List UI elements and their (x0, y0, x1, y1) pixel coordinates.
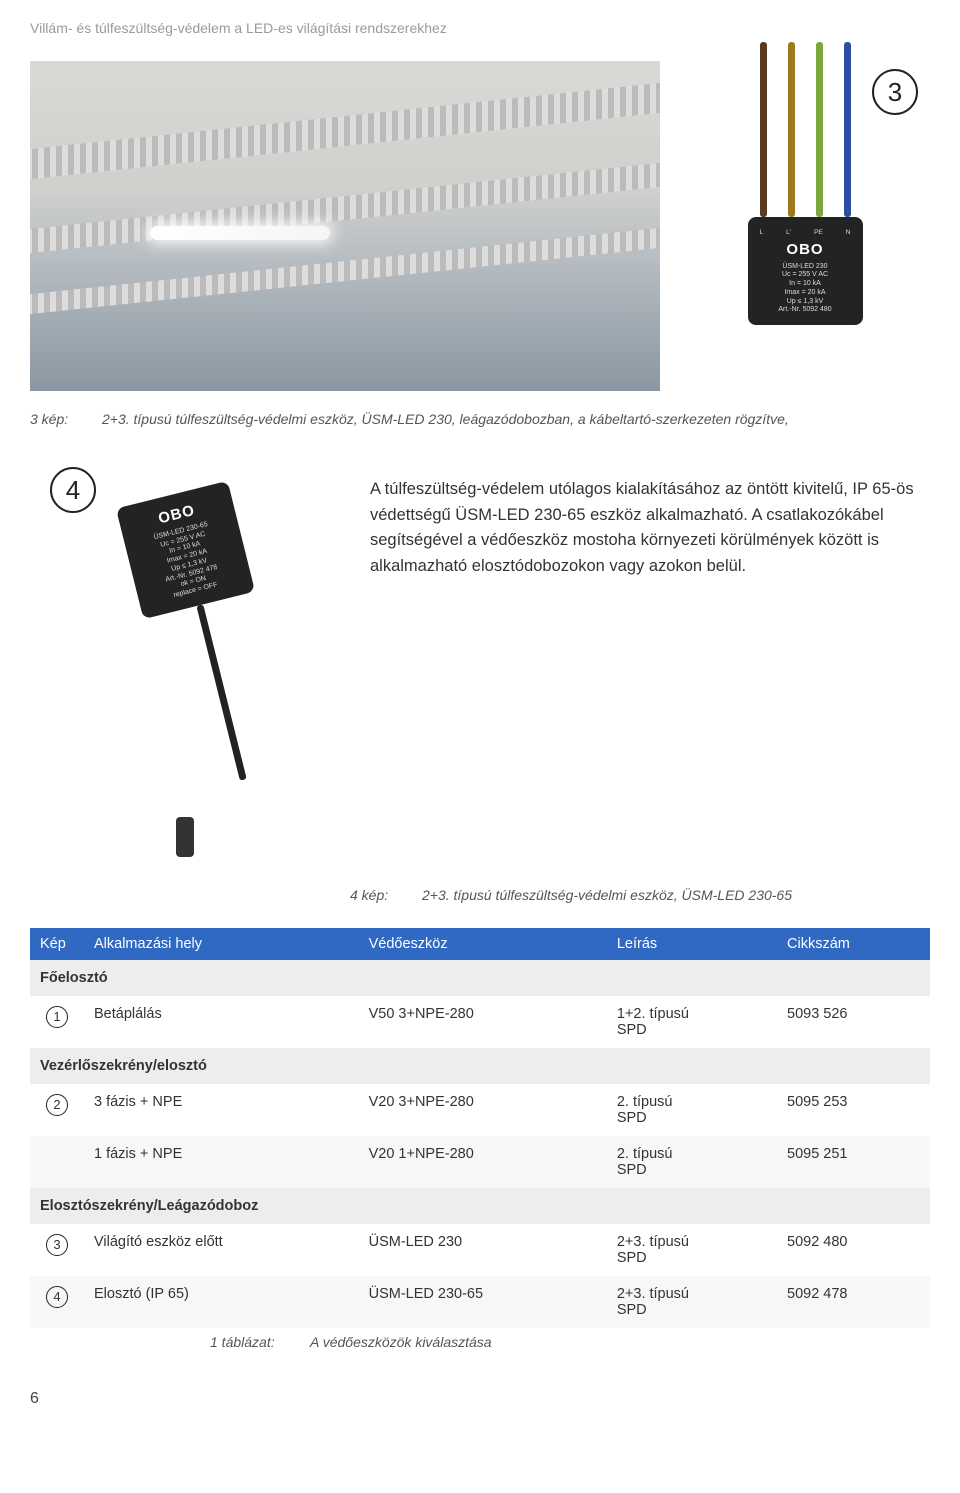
table-row: 1 fázis + NPEV20 1+NPE-2802. típusú SPD5… (30, 1136, 930, 1188)
spec-line: Up ≤ 1,3 kV (756, 298, 855, 307)
cell-cikkszam: 5092 480 (777, 1224, 930, 1276)
terminal-label: L' (786, 229, 791, 237)
table-row: 1 BetáplálásV50 3+NPE-2801+2. típusú SPD5… (30, 996, 930, 1048)
hero-device-3: 3 L L' PE N OBO ÜSM-LED 230 Uc = 255 V ACIn… (680, 61, 930, 391)
table-caption-label: 1 táblázat: (210, 1334, 310, 1350)
cell-leiras: 1+2. típusú SPD (607, 996, 777, 1048)
led-lamp-icon (150, 226, 330, 240)
badge-3: 3 (872, 69, 918, 115)
cell-vedoeszkoz: ÜSM-LED 230-65 (359, 1276, 607, 1328)
wire-icon (844, 42, 851, 217)
cell-alkalmazasi-hely: 3 fázis + NPE (84, 1084, 359, 1136)
row-number-badge: 3 (46, 1234, 68, 1256)
table-section-header: Vezérlőszekrény/elosztó (30, 1048, 930, 1084)
page-number: 6 (30, 1390, 930, 1408)
table-caption-text: A védőeszközök kiválasztása (310, 1334, 492, 1350)
spec-line: Uc = 255 V AC (756, 271, 855, 280)
caption-4-text: 2+3. típusú túlfeszültség-védelmi eszköz… (422, 887, 930, 903)
caption-4-label: 4 kép: (350, 887, 422, 903)
table-header-cell: Kép (30, 928, 84, 960)
hero-photo (30, 61, 660, 391)
hero-row: 3 L L' PE N OBO ÜSM-LED 230 Uc = 255 V ACIn… (30, 61, 930, 391)
table-header-cell: Leírás (607, 928, 777, 960)
cell-cikkszam: 5093 526 (777, 996, 930, 1048)
row-number-badge: 4 (46, 1286, 68, 1308)
terminal-label: PE (814, 229, 823, 237)
cell-vedoeszkoz: V50 3+NPE-280 (359, 996, 607, 1048)
spd-table: KépAlkalmazási helyVédőeszközLeírásCikks… (30, 928, 930, 1328)
table-row: 2 3 fázis + NPEV20 3+NPE-2802. típusú SPD… (30, 1084, 930, 1136)
caption-3-text: 2+3. típusú túlfeszültség-védelmi eszköz… (102, 411, 789, 427)
cable-icon (195, 604, 245, 780)
wire-icon (788, 42, 795, 217)
cell-cikkszam: 5095 251 (777, 1136, 930, 1188)
cell-leiras: 2+3. típusú SPD (607, 1224, 777, 1276)
badge-4: 4 (50, 467, 96, 513)
plug-icon (176, 817, 194, 857)
caption-4: 4 kép: 2+3. típusú túlfeszültség-védelmi… (30, 887, 930, 903)
cell-alkalmazasi-hely: 1 fázis + NPE (84, 1136, 359, 1188)
wire-icon (760, 42, 767, 217)
cell-alkalmazasi-hely: Világító eszköz előtt (84, 1224, 359, 1276)
row-number-badge: 1 (46, 1006, 68, 1028)
table-section-header: Főelosztó (30, 960, 930, 996)
brand-label: OBO (756, 241, 855, 260)
cell-kep (30, 1136, 84, 1188)
cell-cikkszam: 5095 253 (777, 1084, 930, 1136)
row-number-badge: 2 (46, 1094, 68, 1116)
device-usm-led-230: L L' PE N OBO ÜSM-LED 230 Uc = 255 V ACIn =… (748, 217, 863, 325)
model-label: ÜSM-LED 230 (756, 263, 855, 272)
table-row: 3 Világító eszköz előttÜSM-LED 2302+3. tí… (30, 1224, 930, 1276)
mid-row: 4 OBO ÜSM-LED 230-65 Uc = 255 V ACIn = 1… (30, 457, 930, 857)
device-specs: Uc = 255 V ACIn = 10 kAImax = 20 kAUp ≤ … (756, 271, 855, 315)
cell-leiras: 2. típusú SPD (607, 1136, 777, 1188)
terminal-label: N (846, 229, 851, 237)
table-caption: 1 táblázat: A védőeszközök kiválasztása (30, 1334, 930, 1350)
cell-vedoeszkoz: V20 1+NPE-280 (359, 1136, 607, 1188)
cell-kep: 3 (30, 1224, 84, 1276)
cell-kep: 1 (30, 996, 84, 1048)
device-usm-led-230-65: OBO ÜSM-LED 230-65 Uc = 255 V ACIn = 10 … (115, 481, 254, 619)
cell-alkalmazasi-hely: Betáplálás (84, 996, 359, 1048)
caption-3: 3 kép: 2+3. típusú túlfeszültség-védelmi… (30, 411, 930, 427)
cell-alkalmazasi-hely: Elosztó (IP 65) (84, 1276, 359, 1328)
table-row: 4 Elosztó (IP 65)ÜSM-LED 230-652+3. típus… (30, 1276, 930, 1328)
page-header: Villám- és túlfeszültség-védelem a LED-e… (30, 20, 930, 36)
spec-line: Art.-Nr. 5092 480 (756, 306, 855, 315)
cell-leiras: 2. típusú SPD (607, 1084, 777, 1136)
caption-3-label: 3 kép: (30, 411, 102, 427)
table-header-cell: Cikkszám (777, 928, 930, 960)
cell-leiras: 2+3. típusú SPD (607, 1276, 777, 1328)
table-header-cell: Védőeszköz (359, 928, 607, 960)
body-text: A túlfeszültség-védelem utólagos kialakí… (370, 457, 930, 857)
cell-cikkszam: 5092 478 (777, 1276, 930, 1328)
wire-icon (816, 42, 823, 217)
table-section-header: Elosztószekrény/Leágazódoboz (30, 1188, 930, 1224)
cell-kep: 4 (30, 1276, 84, 1328)
spec-line: In = 10 kA (756, 280, 855, 289)
cell-vedoeszkoz: V20 3+NPE-280 (359, 1084, 607, 1136)
cell-vedoeszkoz: ÜSM-LED 230 (359, 1224, 607, 1276)
spec-line: Imax = 20 kA (756, 289, 855, 298)
cell-kep: 2 (30, 1084, 84, 1136)
terminal-label: L (760, 229, 764, 237)
table-header-cell: Alkalmazási hely (84, 928, 359, 960)
